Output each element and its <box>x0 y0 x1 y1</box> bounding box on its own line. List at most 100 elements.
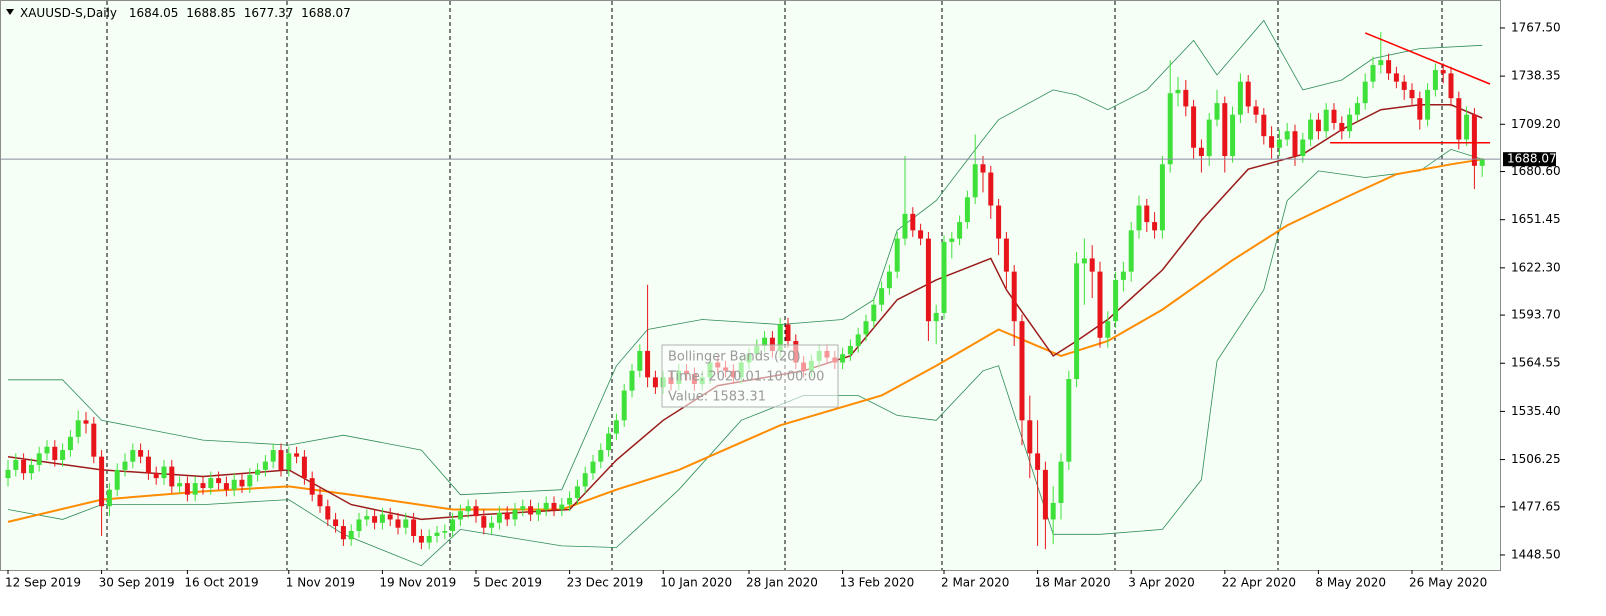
candle-body <box>1386 60 1392 74</box>
ohlc-high: 1688.85 <box>186 6 236 20</box>
x-tick-label: 16 Oct 2019 <box>184 576 258 590</box>
candle-body <box>333 519 339 527</box>
current-price-label: 1688.07 <box>1507 152 1557 166</box>
candle-body <box>504 512 510 520</box>
symbol-title: XAUUSD-S,Daily <box>20 6 117 20</box>
x-tick-label: 3 Apr 2020 <box>1128 576 1195 590</box>
candle-body <box>1027 420 1033 454</box>
x-tick-label: 5 Dec 2019 <box>473 576 542 590</box>
candle-body <box>450 519 456 532</box>
candle-body <box>1074 263 1080 380</box>
candle-body <box>1370 65 1376 82</box>
candle-body <box>964 197 970 223</box>
x-tick-label: 22 Apr 2020 <box>1222 576 1296 590</box>
candle-body <box>418 535 424 543</box>
candle-body <box>403 519 409 528</box>
candle-body <box>1050 502 1056 520</box>
candle-body <box>255 469 261 475</box>
candle-body <box>169 466 175 487</box>
candle-body <box>629 370 635 391</box>
candle-body <box>231 479 237 490</box>
y-tick-label: 1738.35 <box>1511 69 1561 83</box>
candle-body <box>551 502 557 510</box>
candle-body <box>1152 222 1158 231</box>
y-tick-label: 1709.20 <box>1511 117 1561 131</box>
candle-body <box>1081 258 1087 264</box>
tooltip-box <box>661 344 839 408</box>
candle-body <box>145 456 151 474</box>
candle-body <box>1323 109 1329 132</box>
candle-body <box>1464 114 1470 140</box>
candle-body <box>223 483 229 490</box>
tooltip-line: Bollinger Bands (20) <box>668 350 801 365</box>
candle-body <box>13 459 19 470</box>
candle-body <box>863 321 869 335</box>
candle-body <box>1144 205 1150 223</box>
candle-body <box>21 459 27 474</box>
candle-body <box>1292 131 1298 156</box>
y-tick-label: 1680.60 <box>1511 164 1561 178</box>
x-tick-label: 12 Sep 2019 <box>5 576 81 590</box>
candle-body <box>933 312 939 322</box>
y-tick-label: 1448.50 <box>1511 547 1561 561</box>
candle-body <box>1401 81 1407 90</box>
tooltip-line: Value: 1583.31 <box>668 390 766 405</box>
candle-body <box>200 483 206 489</box>
candle-body <box>1011 271 1017 322</box>
tooltip-line: Time: 2020.01.10 00:00 <box>667 370 824 385</box>
x-tick-label: 18 Mar 2020 <box>1035 576 1111 590</box>
candle-body <box>1003 238 1009 272</box>
candle-body <box>1105 321 1111 338</box>
candle-body <box>535 509 541 515</box>
candle-body <box>567 497 573 505</box>
candle-body <box>606 433 612 451</box>
candle-body <box>559 504 565 510</box>
candle-body <box>364 516 370 520</box>
candle-body <box>918 230 924 239</box>
ohlc-low: 1677.37 <box>244 6 294 20</box>
candle-body <box>1269 136 1275 148</box>
candle-body <box>621 390 627 421</box>
candle-body <box>1237 81 1243 115</box>
candle-body <box>270 450 276 462</box>
candle-body <box>36 453 42 465</box>
candle-body <box>91 423 97 457</box>
candle-body <box>1206 119 1212 156</box>
candle-body <box>457 511 463 520</box>
candle-body <box>348 531 354 540</box>
indicator-line <box>7 148 1483 567</box>
candle-body <box>1175 89 1181 94</box>
candle-body <box>1315 119 1321 132</box>
candle-body <box>879 288 885 305</box>
y-tick-label: 1767.50 <box>1511 20 1561 34</box>
candle-body <box>1120 271 1126 280</box>
candle-body <box>442 531 448 533</box>
candle-body <box>465 506 471 512</box>
candle-body <box>1300 139 1306 156</box>
candle-body <box>1378 60 1384 66</box>
candle-body <box>769 337 775 351</box>
candle-body <box>949 238 955 242</box>
x-tick-label: 23 Dec 2019 <box>567 576 644 590</box>
candle-body <box>785 324 791 342</box>
candle-body <box>67 436 73 451</box>
candle-body <box>1128 230 1134 272</box>
candle-body <box>340 526 346 540</box>
candle-body <box>847 345 853 355</box>
candle-body <box>1347 114 1353 132</box>
candle-body <box>512 509 518 520</box>
candle-body <box>1245 81 1251 107</box>
candle-body <box>652 377 658 388</box>
candle-body <box>582 473 588 487</box>
candle-body <box>1089 258 1095 272</box>
candle-body <box>1191 106 1197 148</box>
x-tick-label: 1 Nov 2019 <box>286 576 355 590</box>
candle-body <box>840 354 846 363</box>
header: XAUUSD-S,Daily 1684.05 1688.85 1677.37 1… <box>20 6 351 20</box>
candle-body <box>777 324 783 351</box>
candle-body <box>262 461 268 470</box>
candle-body <box>379 514 385 523</box>
candle-body <box>75 420 81 437</box>
candle-body <box>1230 114 1236 156</box>
candle-body <box>208 478 214 489</box>
